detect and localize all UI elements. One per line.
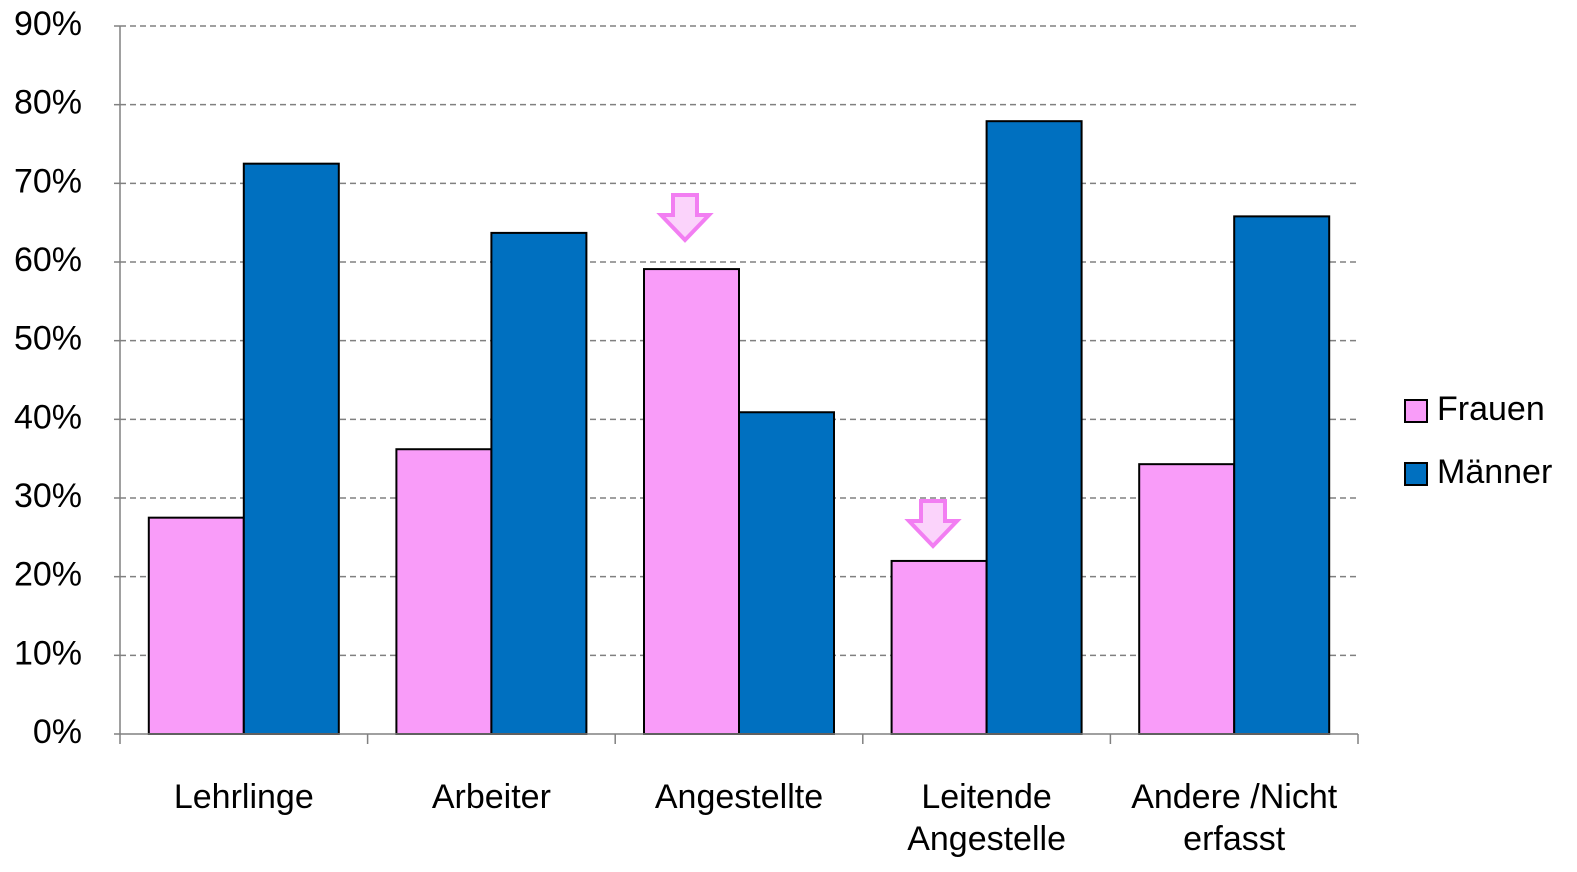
x-tick-label: Andere /Nicht erfasst — [1131, 778, 1338, 858]
legend-swatch — [1404, 462, 1428, 486]
annotation-arrow — [656, 193, 962, 549]
bar — [643, 268, 740, 735]
y-tick-label: 60% — [14, 241, 82, 279]
bar — [242, 162, 340, 735]
legend-label: Frauen — [1437, 390, 1545, 428]
x-tick-label: Lehrlinge — [173, 778, 314, 816]
y-tick-label: 90% — [14, 5, 82, 43]
bar — [738, 411, 835, 735]
legend-swatch — [1404, 399, 1428, 423]
x-tick-label: Leitende Angestelle — [907, 778, 1066, 858]
legend-label: Männer — [1437, 453, 1552, 491]
y-tick-label: 30% — [14, 477, 82, 515]
y-tick-label: 20% — [14, 556, 82, 594]
x-tick-label: Angestellte — [654, 778, 824, 816]
bar — [1233, 215, 1331, 735]
y-tick-label: 70% — [14, 162, 82, 200]
bar — [490, 231, 588, 735]
x-tick-label: Arbeiter — [431, 778, 551, 816]
y-tick-label: 40% — [14, 398, 82, 436]
bar — [985, 120, 1083, 736]
y-tick-label: 0% — [33, 713, 82, 751]
y-tick-label: 50% — [14, 320, 82, 358]
y-tick-label: 10% — [14, 634, 82, 672]
bar — [147, 516, 245, 736]
bar — [395, 448, 493, 735]
bar — [1138, 463, 1236, 735]
y-tick-label: 80% — [14, 84, 82, 122]
bar — [890, 559, 988, 736]
